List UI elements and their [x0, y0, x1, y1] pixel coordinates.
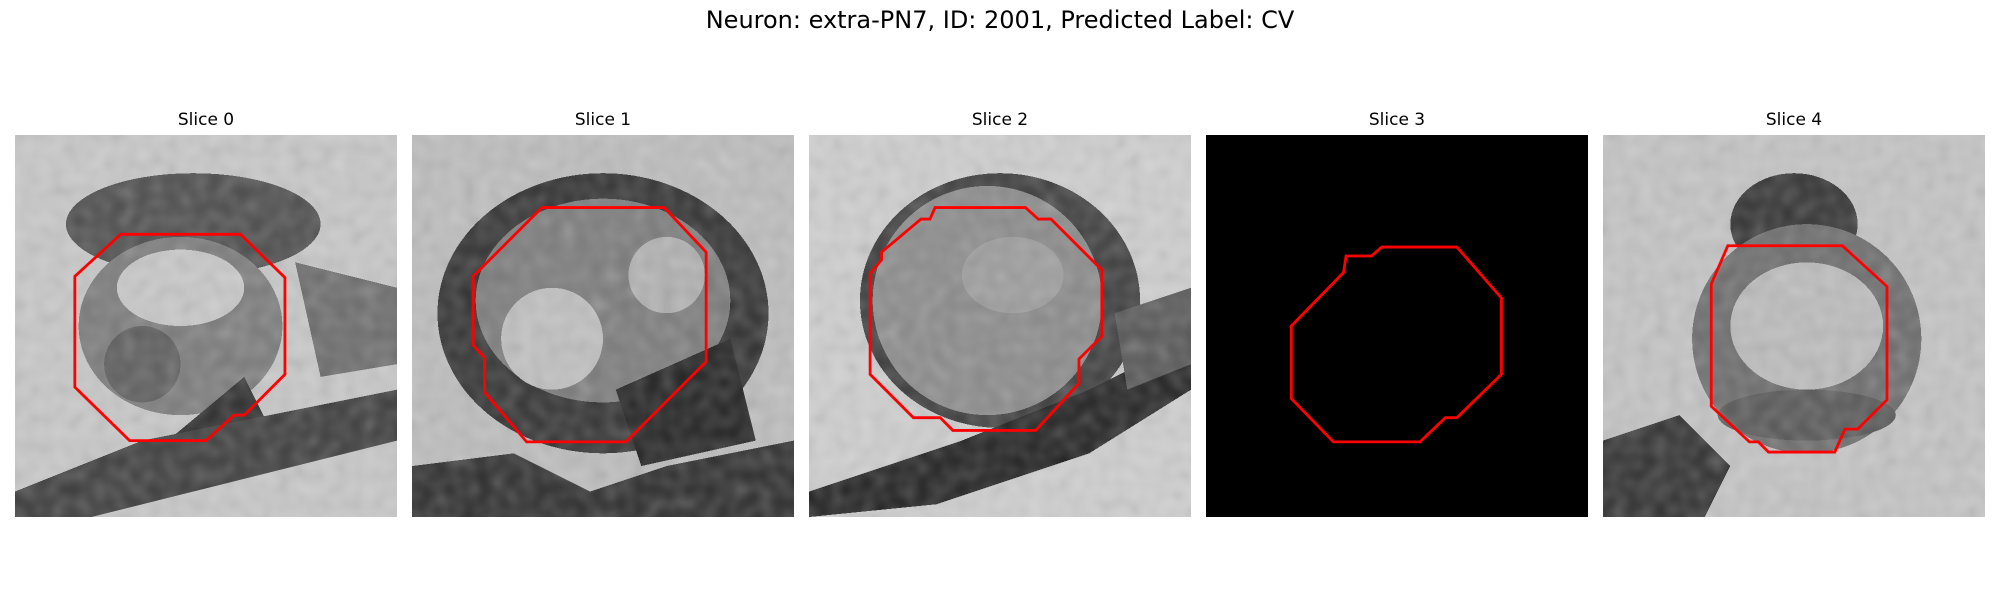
slice-title: Slice 4 [1765, 110, 1823, 130]
segmentation-contour [1709, 244, 1889, 454]
slice-title: Slice 0 [177, 110, 235, 130]
segmentation-contour [1289, 245, 1503, 444]
slice-image [15, 135, 397, 517]
figure-title: Neuron: extra-PN7, ID: 2001, Predicted L… [705, 6, 1295, 34]
slice-image [412, 135, 794, 517]
segmentation-contour [868, 206, 1104, 432]
slice-title: Slice 2 [971, 110, 1029, 130]
slice-panel-2: Slice 2 [809, 110, 1191, 517]
segmentation-contour [73, 232, 287, 443]
slice-title: Slice 3 [1368, 110, 1426, 130]
slice-title: Slice 1 [574, 110, 632, 130]
slice-image [1603, 135, 1985, 517]
slice-panel-0: Slice 0 [15, 110, 397, 517]
slice-image [1206, 135, 1588, 517]
segmentation-contour [471, 206, 708, 444]
slice-panel-1: Slice 1 [412, 110, 794, 517]
slice-panel-3: Slice 3 [1206, 110, 1588, 517]
slice-image [809, 135, 1191, 517]
slice-panel-4: Slice 4 [1603, 110, 1985, 517]
